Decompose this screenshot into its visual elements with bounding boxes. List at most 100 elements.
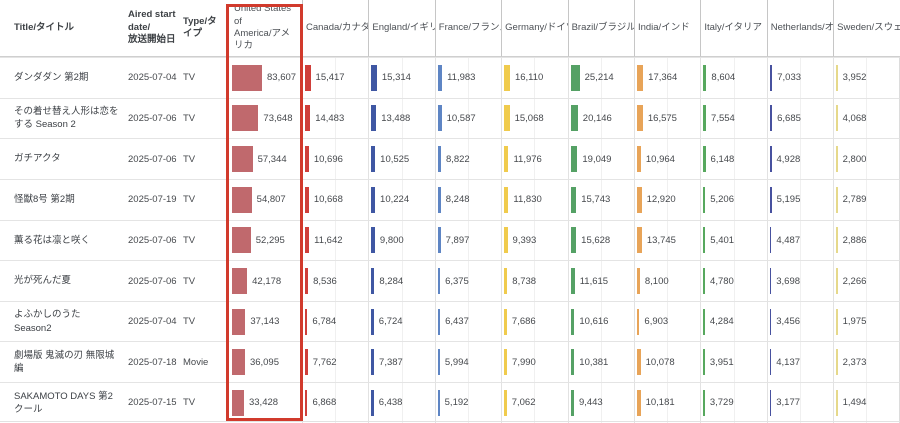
value-cell-canada[interactable]: 8,536 bbox=[302, 260, 369, 301]
value-bar-france[interactable] bbox=[437, 186, 441, 213]
value-bar-brazil[interactable] bbox=[570, 349, 575, 376]
value-bar-france[interactable] bbox=[437, 389, 440, 416]
value-cell-germany[interactable]: 16,110 bbox=[501, 57, 568, 98]
value-cell-canada[interactable]: 10,668 bbox=[302, 178, 369, 220]
value-bar-india[interactable] bbox=[636, 227, 642, 254]
value-bar-india[interactable] bbox=[636, 349, 641, 376]
aired-date-cell[interactable]: 2025-07-04 bbox=[126, 300, 180, 342]
column-header-sweden[interactable]: Sweden/スウェー. bbox=[833, 0, 900, 57]
value-bar-sweden[interactable] bbox=[836, 146, 838, 173]
value-cell-netherlands[interactable]: 7,033 bbox=[766, 57, 834, 98]
value-cell-netherlands[interactable]: 6,685 bbox=[766, 97, 834, 139]
value-bar-brazil[interactable] bbox=[570, 389, 574, 416]
value-bar-canada[interactable] bbox=[305, 146, 309, 173]
value-bar-italy[interactable] bbox=[703, 105, 707, 132]
type-cell[interactable]: TV bbox=[180, 300, 226, 342]
value-bar-germany[interactable] bbox=[504, 186, 509, 213]
value-cell-england[interactable]: 10,525 bbox=[368, 138, 435, 179]
column-header-type[interactable]: Type/タイプ bbox=[180, 0, 226, 57]
value-cell-italy[interactable]: 5,401 bbox=[700, 219, 767, 261]
value-cell-united-states[interactable]: 42,178 bbox=[226, 260, 302, 301]
title-cell[interactable]: 劇場版 鬼滅の刃 無限城編 bbox=[0, 341, 126, 383]
value-cell-france[interactable]: 6,375 bbox=[434, 260, 502, 301]
column-header-title[interactable]: Title/タイトル bbox=[0, 0, 126, 57]
value-bar-germany[interactable] bbox=[504, 308, 507, 335]
value-cell-sweden[interactable]: 2,886 bbox=[833, 219, 900, 261]
value-bar-sweden[interactable] bbox=[836, 389, 838, 416]
value-cell-italy[interactable]: 8,604 bbox=[700, 57, 767, 98]
value-cell-england[interactable]: 7,387 bbox=[368, 341, 435, 383]
value-cell-united-states[interactable]: 36,095 bbox=[226, 341, 302, 383]
aired-date-cell[interactable]: 2025-07-06 bbox=[126, 138, 180, 179]
value-bar-sweden[interactable] bbox=[836, 227, 838, 254]
value-cell-united-states[interactable]: 37,143 bbox=[226, 300, 302, 342]
value-bar-germany[interactable] bbox=[504, 105, 510, 132]
value-cell-india[interactable]: 10,964 bbox=[633, 138, 701, 179]
column-header-canada[interactable]: Canada/カナダ bbox=[302, 0, 369, 57]
value-bar-england[interactable] bbox=[371, 308, 374, 335]
value-cell-england[interactable]: 6,724 bbox=[368, 300, 435, 342]
value-cell-canada[interactable]: 6,784 bbox=[302, 300, 369, 342]
value-cell-united-states[interactable]: 52,295 bbox=[226, 219, 302, 261]
value-cell-united-states[interactable]: 73,648 bbox=[226, 97, 302, 139]
value-bar-brazil[interactable] bbox=[570, 146, 578, 173]
value-cell-india[interactable]: 10,078 bbox=[633, 341, 701, 383]
value-cell-germany[interactable]: 11,830 bbox=[501, 178, 568, 220]
value-bar-england[interactable] bbox=[371, 105, 377, 132]
value-bar-germany[interactable] bbox=[504, 146, 509, 173]
value-cell-germany[interactable]: 7,990 bbox=[501, 341, 568, 383]
value-cell-germany[interactable]: 7,062 bbox=[501, 382, 568, 423]
type-cell[interactable]: TV bbox=[180, 260, 226, 301]
type-cell[interactable]: TV bbox=[180, 138, 226, 179]
value-cell-canada[interactable]: 7,762 bbox=[302, 341, 369, 383]
value-bar-germany[interactable] bbox=[504, 227, 508, 254]
type-cell[interactable]: TV bbox=[180, 219, 226, 261]
value-bar-united-states[interactable] bbox=[232, 349, 245, 376]
value-cell-netherlands[interactable]: 5,195 bbox=[766, 178, 834, 220]
value-bar-netherlands[interactable] bbox=[769, 146, 772, 173]
type-cell[interactable]: Movie bbox=[180, 341, 226, 383]
value-bar-brazil[interactable] bbox=[570, 64, 580, 91]
column-header-india[interactable]: India/インド bbox=[633, 0, 701, 57]
value-bar-england[interactable] bbox=[371, 349, 375, 376]
value-cell-netherlands[interactable]: 3,698 bbox=[766, 260, 834, 301]
title-cell[interactable]: ガチアクタ bbox=[0, 138, 126, 179]
value-bar-india[interactable] bbox=[636, 64, 644, 91]
value-cell-canada[interactable]: 15,417 bbox=[302, 57, 369, 98]
value-cell-sweden[interactable]: 2,789 bbox=[833, 178, 900, 220]
value-cell-england[interactable]: 8,284 bbox=[368, 260, 435, 301]
value-cell-brazil[interactable]: 10,381 bbox=[567, 341, 634, 383]
value-cell-italy[interactable]: 3,729 bbox=[700, 382, 767, 423]
value-cell-france[interactable]: 8,822 bbox=[434, 138, 502, 179]
value-bar-france[interactable] bbox=[437, 268, 441, 295]
value-cell-netherlands[interactable]: 4,928 bbox=[766, 138, 834, 179]
title-cell[interactable]: 怪獣8号 第2期 bbox=[0, 178, 126, 220]
column-header-france[interactable]: France/フランス bbox=[434, 0, 502, 57]
value-cell-england[interactable]: 13,488 bbox=[368, 97, 435, 139]
value-cell-sweden[interactable]: 2,800 bbox=[833, 138, 900, 179]
value-bar-germany[interactable] bbox=[504, 349, 508, 376]
value-bar-brazil[interactable] bbox=[570, 105, 578, 132]
value-cell-united-states[interactable]: 57,344 bbox=[226, 138, 302, 179]
value-bar-india[interactable] bbox=[636, 186, 642, 213]
value-cell-india[interactable]: 12,920 bbox=[633, 178, 701, 220]
value-bar-italy[interactable] bbox=[703, 389, 705, 416]
value-bar-netherlands[interactable] bbox=[769, 186, 772, 213]
aired-date-cell[interactable]: 2025-07-04 bbox=[126, 57, 180, 98]
value-cell-india[interactable]: 13,745 bbox=[633, 219, 701, 261]
value-cell-united-states[interactable]: 54,807 bbox=[226, 178, 302, 220]
value-bar-canada[interactable] bbox=[305, 349, 308, 376]
value-cell-netherlands[interactable]: 3,177 bbox=[766, 382, 834, 423]
value-bar-italy[interactable] bbox=[703, 349, 705, 376]
title-cell[interactable]: SAKAMOTO DAYS 第2クール bbox=[0, 382, 126, 423]
value-cell-germany[interactable]: 11,976 bbox=[501, 138, 568, 179]
aired-date-cell[interactable]: 2025-07-06 bbox=[126, 97, 180, 139]
value-bar-italy[interactable] bbox=[703, 227, 706, 254]
value-bar-italy[interactable] bbox=[703, 146, 706, 173]
value-cell-france[interactable]: 10,587 bbox=[434, 97, 502, 139]
value-bar-united-states[interactable] bbox=[232, 105, 259, 132]
value-bar-italy[interactable] bbox=[703, 186, 706, 213]
value-bar-germany[interactable] bbox=[504, 64, 510, 91]
column-header-united-states[interactable]: United States of America/アメリカ bbox=[226, 0, 302, 57]
aired-date-cell[interactable]: 2025-07-06 bbox=[126, 260, 180, 301]
